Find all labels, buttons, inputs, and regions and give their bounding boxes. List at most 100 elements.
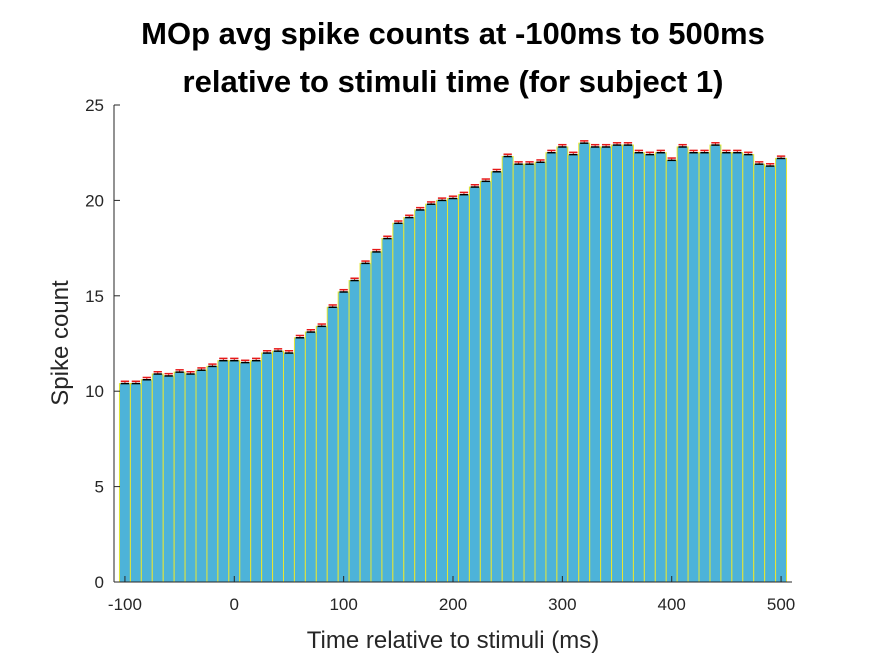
- error-bar: [634, 149, 644, 154]
- error-bar: [514, 161, 523, 165]
- x-tick-label: 500: [767, 595, 795, 614]
- error-bar: [689, 149, 698, 154]
- bar: [720, 152, 733, 583]
- bar: [479, 180, 492, 583]
- bar: [578, 142, 591, 583]
- bar: [381, 238, 394, 583]
- bar: [622, 144, 634, 583]
- bar: [687, 152, 700, 583]
- bar: [206, 365, 219, 583]
- x-tick-label: 100: [329, 595, 357, 614]
- bar: [315, 325, 328, 583]
- error-bar: [733, 149, 742, 154]
- error-bar: [591, 143, 600, 148]
- bar: [293, 337, 306, 583]
- error-bar: [241, 359, 250, 364]
- error-bar: [503, 153, 512, 158]
- chart-title-line-1: MOp avg spike counts at -100ms to 500ms: [141, 16, 765, 51]
- y-tick-label: 0: [95, 573, 104, 592]
- error-bar: [175, 369, 184, 373]
- bar: [118, 383, 131, 583]
- bars-group: [118, 142, 788, 583]
- bar: [567, 154, 580, 583]
- error-bar: [426, 201, 436, 205]
- error-bar: [667, 157, 676, 162]
- bar: [611, 144, 623, 583]
- error-bar: [131, 380, 141, 385]
- error-bar: [470, 184, 480, 188]
- error-bar: [383, 235, 392, 240]
- bar: [632, 152, 645, 583]
- y-axis-label: Spike count: [47, 280, 74, 406]
- error-bar: [755, 161, 764, 165]
- bar: [261, 352, 274, 583]
- bar: [589, 146, 602, 583]
- x-tick-label: 400: [658, 595, 686, 614]
- y-tick-label: 20: [85, 191, 104, 210]
- x-axis-label: Time relative to stimuli (ms): [307, 627, 599, 654]
- error-bar: [558, 143, 567, 148]
- y-tick-label: 25: [85, 96, 104, 115]
- error-bar: [153, 370, 162, 375]
- bar: [753, 163, 766, 583]
- error-bar: [219, 357, 228, 362]
- bar: [403, 217, 416, 583]
- error-bar: [230, 357, 239, 362]
- bar: [468, 186, 481, 583]
- y-tick-label: 15: [85, 287, 104, 306]
- bar: [490, 171, 503, 583]
- bar: [545, 152, 558, 583]
- bar: [654, 152, 667, 583]
- error-bar: [722, 149, 731, 154]
- bar: [272, 350, 284, 583]
- error-bar: [601, 143, 611, 148]
- error-bar: [678, 143, 687, 148]
- bar: [447, 197, 459, 583]
- error-bar: [437, 197, 447, 202]
- error-bar: [164, 372, 173, 377]
- bar: [129, 383, 142, 583]
- error-bar: [645, 151, 654, 156]
- y-tick-label: 10: [85, 382, 104, 401]
- bar: [326, 306, 339, 583]
- bar: [534, 161, 547, 583]
- error-bar: [459, 191, 469, 196]
- error-bar: [252, 357, 261, 362]
- error-bar: [328, 304, 337, 308]
- error-bar: [262, 350, 272, 354]
- error-bar: [273, 348, 283, 352]
- bar: [228, 360, 241, 583]
- bar: [501, 156, 514, 583]
- bar: [250, 360, 263, 583]
- bar: [698, 152, 711, 583]
- error-bar: [569, 151, 578, 156]
- bar: [140, 379, 153, 583]
- error-bar: [580, 140, 589, 144]
- bar: [162, 375, 175, 583]
- x-tick-label: 200: [439, 595, 467, 614]
- bar: [414, 209, 427, 583]
- error-bar: [306, 329, 315, 333]
- error-bar: [317, 323, 326, 328]
- bar: [425, 203, 438, 583]
- error-bar: [186, 370, 195, 375]
- error-bar: [372, 248, 381, 253]
- error-bar: [711, 142, 720, 146]
- error-bar: [656, 149, 665, 154]
- bar: [643, 154, 656, 583]
- error-bar: [623, 142, 633, 146]
- bar: [151, 373, 164, 583]
- bar: [337, 291, 350, 583]
- error-bar: [547, 149, 556, 154]
- bar: [283, 352, 295, 583]
- error-bar: [120, 380, 130, 385]
- bar: [731, 152, 744, 583]
- bar: [370, 251, 383, 583]
- bar: [764, 165, 777, 583]
- bar: [556, 146, 569, 583]
- error-bar: [765, 163, 775, 167]
- error-bar: [448, 195, 458, 200]
- error-bar: [776, 155, 786, 160]
